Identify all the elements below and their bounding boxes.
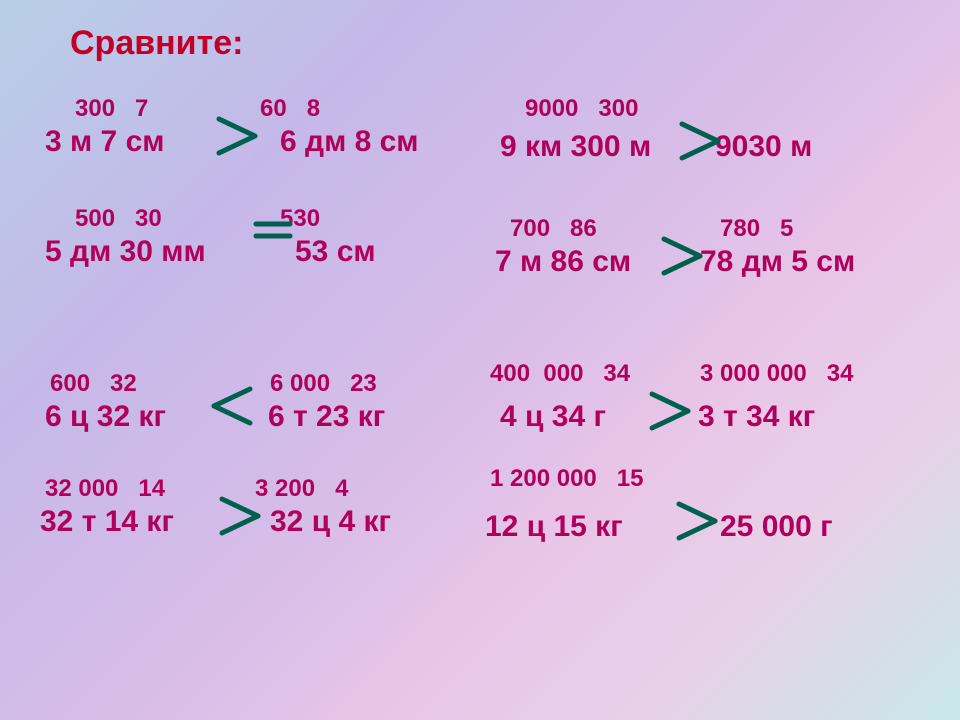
compare-right: 78 дм 5 см	[700, 245, 855, 279]
compare-left: 5 дм 30 мм	[45, 235, 206, 269]
conversion-hint: 3 000 000 34	[700, 360, 853, 388]
greater-than-icon	[678, 120, 724, 162]
conversion-hint: 400 000 34	[490, 360, 630, 388]
compare-left: 32 т 14 кг	[40, 505, 174, 539]
conversion-hint: 1 200 000 15	[490, 465, 643, 493]
compare-right: 6 дм 8 см	[280, 125, 419, 159]
compare-right: 9030 м	[715, 130, 812, 164]
greater-than-icon	[215, 115, 261, 157]
conversion-hint: 700 86	[510, 215, 597, 243]
compare-right: 6 т 23 кг	[268, 400, 385, 434]
less-than-icon	[210, 385, 256, 427]
conversion-hint: 300 7	[75, 95, 148, 123]
greater-than-icon	[675, 500, 721, 542]
greater-than-icon	[660, 235, 706, 277]
compare-right: 32 ц 4 кг	[270, 505, 391, 539]
conversion-hint: 9000 300	[525, 95, 638, 123]
compare-left: 4 ц 34 г	[500, 400, 606, 434]
greater-than-icon	[218, 495, 264, 537]
compare-right: 3 т 34 кг	[698, 400, 815, 434]
conversion-hint: 60 8	[260, 95, 320, 123]
conversion-hint: 6 000 23	[270, 370, 377, 398]
compare-right: 25 000 г	[720, 510, 833, 544]
compare-right: 53 см	[295, 235, 376, 269]
page-title: Сравните:	[70, 24, 243, 63]
conversion-hint: 3 200 4	[255, 475, 348, 503]
compare-left: 3 м 7 см	[45, 125, 164, 159]
compare-left: 7 м 86 см	[495, 245, 631, 279]
conversion-hint: 780 5	[720, 215, 793, 243]
conversion-hint: 600 32	[50, 370, 137, 398]
equals-icon	[250, 210, 296, 252]
conversion-hint: 500 30	[75, 205, 162, 233]
compare-left: 12 ц 15 кг	[485, 510, 623, 544]
compare-left: 9 км 300 м	[500, 130, 651, 164]
conversion-hint: 32 000 14	[45, 475, 165, 503]
compare-left: 6 ц 32 кг	[45, 400, 166, 434]
greater-than-icon	[648, 390, 694, 432]
